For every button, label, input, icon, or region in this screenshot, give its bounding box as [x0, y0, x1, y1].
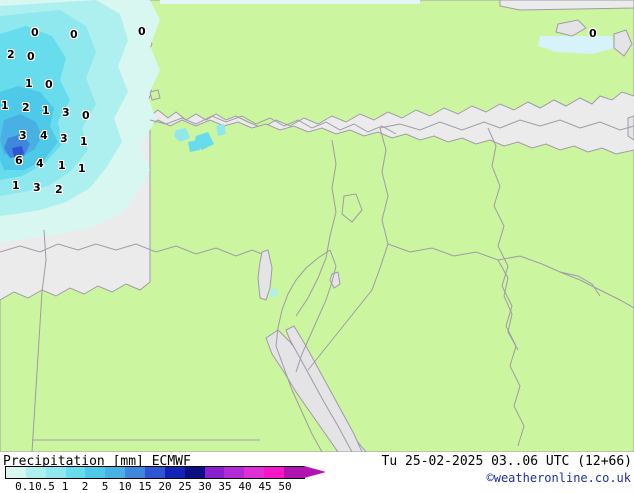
legend-tick-15: 15 — [138, 480, 152, 493]
legend-tick-40: 40 — [238, 480, 252, 493]
legend-title: Precipitation [mm] ECMWF — [3, 454, 191, 469]
legend-tick-0.5: 0.5 — [35, 480, 55, 493]
legend-overflow-arrow-icon — [304, 466, 326, 478]
sea-blacksea — [499, 0, 634, 11]
copyright-label: ©weatheronline.co.uk — [486, 471, 632, 485]
precipitation-shading — [0, 0, 634, 297]
border-egypt-libya — [31, 229, 47, 452]
border-syria-jordan — [307, 127, 389, 371]
legend-colorbar-wrap: 0.1 0.5 1 2 5 10 15 20 25 30 35 40 45 50 — [5, 466, 326, 493]
sea-persian-gulf — [627, 115, 634, 141]
border-turkey-syria — [379, 119, 634, 131]
legend-swatch-1 — [25, 467, 46, 478]
legend-swatch-3 — [65, 467, 86, 478]
legend-swatch-0 — [6, 467, 26, 478]
legend-swatch-5 — [105, 467, 126, 478]
border-jordan-saudi — [387, 243, 634, 309]
legend-swatch-13 — [264, 467, 285, 478]
legend-tick-labels: 0.1 0.5 1 2 5 10 15 20 25 30 35 40 45 50 — [5, 480, 335, 493]
run-datetime-label: Tu 25-02-2025 03..06 UTC (12+66) — [381, 454, 632, 469]
sea-inlets — [257, 0, 634, 452]
legend-tick-10: 10 — [118, 480, 132, 493]
lake-van — [555, 19, 587, 37]
sea-gulf-aqaba — [285, 325, 363, 452]
lake-urmia — [613, 29, 633, 57]
legend-colorbar — [5, 466, 305, 479]
sea-suez — [257, 249, 273, 301]
legend-tick-5: 5 — [101, 480, 109, 493]
land-levant-mideast — [0, 119, 634, 452]
coast-egypt-north — [0, 243, 263, 257]
coastlines — [0, 115, 397, 452]
legend-swatch-4 — [85, 467, 106, 478]
border-lebanon — [341, 193, 363, 223]
legend-swatch-10 — [204, 467, 225, 478]
legend-tick-20: 20 — [158, 480, 172, 493]
legend-tick-0.1: 0.1 — [15, 480, 35, 493]
coast-levant — [295, 139, 337, 317]
coast-anatolia-south — [149, 115, 397, 135]
border-iraq-saudi — [497, 259, 519, 351]
legend-swatch-11 — [224, 467, 245, 478]
legend-swatch-12 — [244, 467, 265, 478]
border-israel-egypt — [275, 249, 331, 347]
precip-echo-antalya-d — [188, 140, 200, 152]
sea-dead-sea — [329, 271, 341, 289]
legend-swatch-7 — [145, 467, 165, 478]
legend-tick-35: 35 — [218, 480, 232, 493]
legend-swatch-14 — [284, 467, 304, 478]
precip-strip-top-a — [160, 0, 420, 4]
legend-swatch-6 — [125, 467, 146, 478]
precip-echo-antalya-c — [216, 124, 226, 136]
legend-tick-50: 50 — [278, 480, 292, 493]
border-syria-iraq — [487, 127, 525, 447]
precip-echo-iraq — [538, 36, 614, 54]
legend-tick-1: 1 — [61, 480, 69, 493]
legend-footer: Precipitation [mm] ECMWF Tu 25-02-2025 0… — [0, 452, 634, 493]
political-borders — [31, 119, 634, 452]
island-rhodes — [149, 89, 161, 101]
legend-tick-2: 2 — [81, 480, 89, 493]
legend-swatch-8 — [164, 467, 185, 478]
precip-echo-antalya-a — [174, 128, 190, 142]
legend-swatch-9 — [184, 467, 205, 478]
border-israel-jordan — [295, 249, 337, 373]
legend-tick-25: 25 — [178, 480, 192, 493]
border-saudi-kuwait — [559, 271, 601, 297]
precip-echo-delta — [270, 288, 278, 297]
map-graphic — [0, 0, 634, 452]
legend-tick-45: 45 — [258, 480, 272, 493]
legend-tick-30: 30 — [198, 480, 212, 493]
coast-sinai-east — [275, 345, 323, 452]
legend-swatch-2 — [45, 467, 66, 478]
precip-band-20 — [12, 146, 24, 157]
